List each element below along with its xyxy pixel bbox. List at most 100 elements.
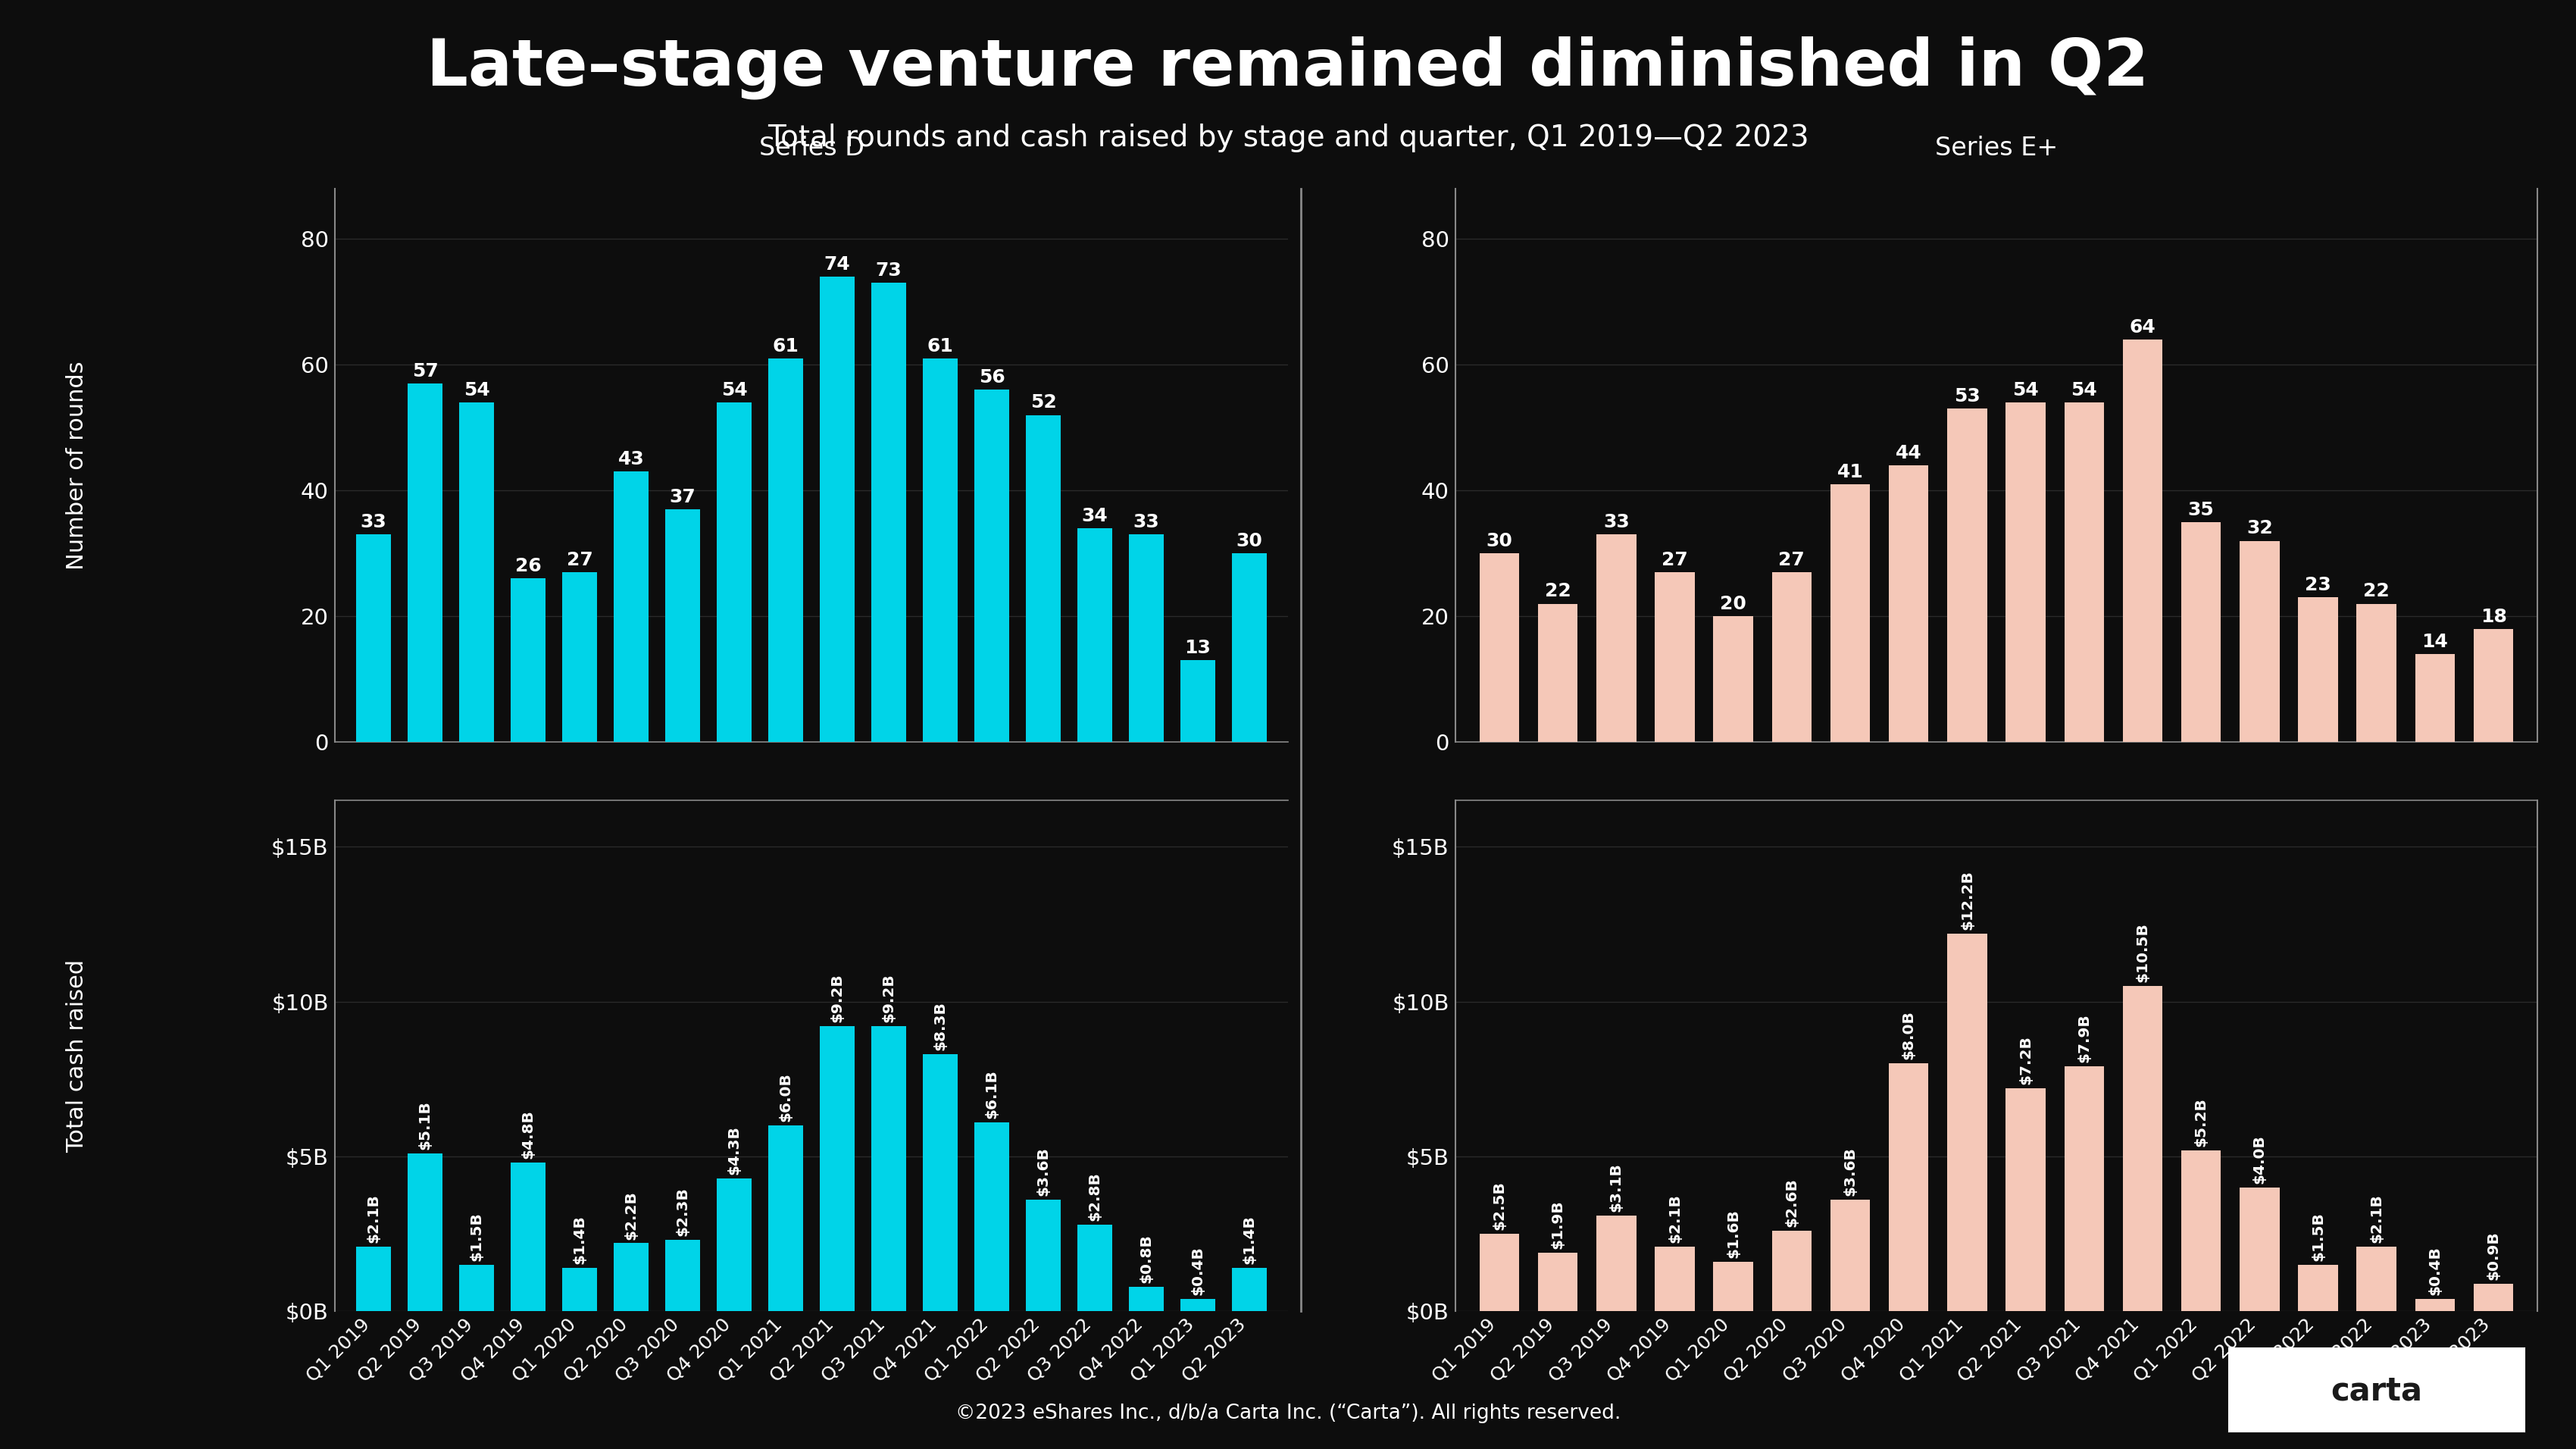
Text: 57: 57 — [412, 362, 438, 380]
Text: $6.0B: $6.0B — [778, 1072, 793, 1122]
Bar — [1772, 572, 1811, 742]
Bar — [974, 1123, 1010, 1311]
Text: ©2023 eShares Inc., d/b/a Carta Inc. (“Carta”). All rights reserved.: ©2023 eShares Inc., d/b/a Carta Inc. (“C… — [956, 1403, 1620, 1423]
Text: $2.6B: $2.6B — [1785, 1178, 1798, 1227]
Text: 54: 54 — [2071, 381, 2097, 398]
Text: $0.4B: $0.4B — [1190, 1246, 1206, 1295]
Text: $3.6B: $3.6B — [1036, 1148, 1051, 1195]
Bar — [2473, 629, 2514, 742]
Text: $5.1B: $5.1B — [417, 1101, 433, 1149]
Bar — [2123, 339, 2161, 742]
Bar — [510, 1162, 546, 1311]
Text: $1.5B: $1.5B — [2311, 1211, 2326, 1261]
Bar — [2182, 522, 2221, 742]
Text: 53: 53 — [1955, 387, 1981, 406]
Text: 56: 56 — [979, 368, 1005, 387]
Bar — [1947, 409, 1986, 742]
Text: $5.2B: $5.2B — [2195, 1097, 2208, 1146]
Text: 26: 26 — [515, 558, 541, 575]
Bar — [2239, 1187, 2280, 1311]
Text: $2.2B: $2.2B — [623, 1191, 639, 1239]
Text: 73: 73 — [876, 261, 902, 280]
Bar — [1025, 1200, 1061, 1311]
Text: 43: 43 — [618, 451, 644, 468]
Text: $2.1B: $2.1B — [1667, 1194, 1682, 1243]
Bar — [2182, 1151, 2221, 1311]
Text: $1.6B: $1.6B — [1726, 1208, 1741, 1258]
Text: 61: 61 — [927, 338, 953, 355]
Text: Number of rounds: Number of rounds — [67, 361, 88, 569]
Text: $2.1B: $2.1B — [2370, 1194, 2383, 1243]
Bar — [665, 510, 701, 742]
Text: $3.1B: $3.1B — [1610, 1162, 1623, 1211]
Bar — [1231, 554, 1267, 742]
Text: $8.0B: $8.0B — [1901, 1011, 1917, 1059]
Bar — [1538, 1252, 1577, 1311]
Bar — [1597, 535, 1636, 742]
Bar — [2416, 653, 2455, 742]
Text: 54: 54 — [2012, 381, 2038, 398]
Text: $1.4B: $1.4B — [572, 1216, 587, 1264]
Bar — [1077, 1224, 1113, 1311]
Bar — [2473, 1284, 2514, 1311]
Bar — [355, 1246, 392, 1311]
Text: 33: 33 — [1133, 513, 1159, 532]
Text: 41: 41 — [1837, 462, 1862, 481]
Bar — [1713, 616, 1754, 742]
Text: 13: 13 — [1185, 639, 1211, 658]
Bar — [459, 1265, 495, 1311]
Bar — [2123, 985, 2161, 1311]
Bar — [1832, 1200, 1870, 1311]
Bar — [819, 277, 855, 742]
Bar — [2063, 403, 2105, 742]
Bar — [665, 1240, 701, 1311]
Bar — [2007, 1088, 2045, 1311]
Bar — [407, 1153, 443, 1311]
Text: 54: 54 — [464, 381, 489, 398]
Bar — [2007, 403, 2045, 742]
Bar — [613, 1243, 649, 1311]
Bar — [1180, 661, 1216, 742]
Text: Total rounds and cash raised by stage and quarter, Q1 2019—Q2 2023: Total rounds and cash raised by stage an… — [768, 123, 1808, 152]
Bar — [1772, 1230, 1811, 1311]
Bar — [2416, 1298, 2455, 1311]
Bar — [562, 572, 598, 742]
Text: $10.5B: $10.5B — [2136, 923, 2151, 982]
Bar — [768, 358, 804, 742]
Text: 33: 33 — [1602, 513, 1631, 532]
Bar — [2063, 1066, 2105, 1311]
Bar — [2298, 597, 2339, 742]
Text: $8.3B: $8.3B — [933, 1001, 948, 1051]
Bar — [355, 535, 392, 742]
Bar — [2239, 540, 2280, 742]
Text: 27: 27 — [567, 551, 592, 569]
Text: $2.5B: $2.5B — [1492, 1181, 1507, 1230]
Bar — [1479, 554, 1520, 742]
Text: $2.1B: $2.1B — [366, 1194, 381, 1243]
Bar — [1597, 1216, 1636, 1311]
Bar — [1231, 1268, 1267, 1311]
Bar — [1713, 1262, 1754, 1311]
Bar — [407, 384, 443, 742]
Text: 22: 22 — [1546, 582, 1571, 600]
Bar — [613, 471, 649, 742]
Text: Series D: Series D — [760, 136, 863, 161]
Text: 33: 33 — [361, 513, 386, 532]
Text: $9.2B: $9.2B — [881, 974, 896, 1023]
Text: 14: 14 — [2421, 633, 2447, 651]
Text: carta: carta — [2331, 1375, 2421, 1407]
Text: $7.2B: $7.2B — [2020, 1036, 2032, 1084]
Bar — [1128, 535, 1164, 742]
Bar — [1025, 414, 1061, 742]
Text: $0.8B: $0.8B — [1139, 1233, 1154, 1282]
Text: $6.1B: $6.1B — [984, 1069, 999, 1119]
Bar — [562, 1268, 598, 1311]
Text: 30: 30 — [1486, 532, 1512, 551]
Text: $4.0B: $4.0B — [2251, 1135, 2267, 1184]
Text: $0.9B: $0.9B — [2486, 1230, 2501, 1279]
Bar — [871, 283, 907, 742]
Text: 52: 52 — [1030, 394, 1056, 412]
Text: 27: 27 — [1662, 551, 1687, 569]
Text: $1.9B: $1.9B — [1551, 1200, 1566, 1249]
Text: 20: 20 — [1721, 596, 1747, 613]
